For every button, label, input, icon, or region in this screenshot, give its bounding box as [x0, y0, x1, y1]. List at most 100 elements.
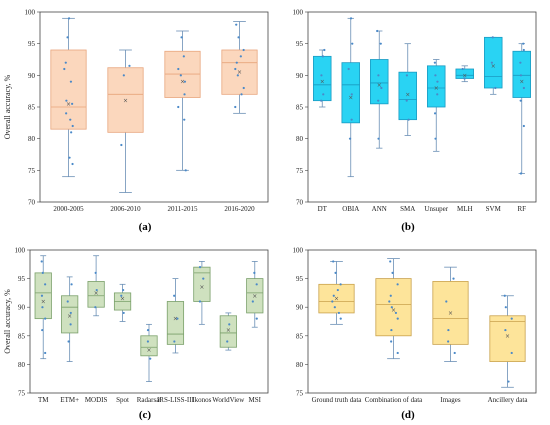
data-point: [396, 351, 399, 355]
x-tick-label: DT: [318, 205, 328, 213]
data-point: [377, 137, 380, 140]
data-point: [122, 74, 125, 77]
data-point: [519, 74, 523, 77]
data-point: [242, 48, 245, 52]
data-point: [336, 288, 339, 292]
y-tick-label: 80: [296, 135, 304, 143]
data-point: [332, 260, 335, 263]
data-point: [202, 277, 205, 280]
x-tick-label: Ikonos: [192, 396, 211, 404]
panel-d: 75 80 85 90 95 100 × Ground truth data × Combinat…: [293, 247, 537, 421]
data-point: [173, 294, 176, 297]
box-iqr: [512, 50, 531, 98]
data-point: [434, 137, 437, 140]
data-point: [522, 42, 525, 45]
data-point: [407, 118, 410, 121]
data-point: [389, 294, 392, 297]
data-point: [94, 306, 97, 309]
data-point: [66, 36, 69, 39]
mean-marker: ×: [434, 85, 439, 92]
x-tick-label: ETM+: [60, 396, 79, 404]
data-point: [504, 328, 507, 332]
panel-a: 70 75 80 85 90 95 100 Overall accuracy, % × 2000-…: [3, 9, 269, 233]
data-point: [351, 42, 354, 45]
data-point: [519, 61, 522, 64]
mean-marker: ×: [491, 63, 496, 70]
y-tick-label: 90: [296, 72, 304, 80]
mean-marker: ×: [226, 327, 231, 334]
mean-marker: ×: [123, 98, 128, 105]
box-unsuper: ×: [427, 59, 446, 152]
y-tick-label: 85: [28, 104, 36, 112]
data-point: [234, 105, 237, 109]
y-tick-label: 80: [28, 135, 36, 143]
box-dt: ×: [313, 48, 332, 108]
data-point: [122, 311, 125, 315]
data-point: [70, 283, 73, 286]
data-point: [236, 74, 239, 77]
data-point: [40, 294, 44, 297]
data-point: [69, 311, 72, 315]
data-point: [445, 300, 448, 303]
mean-marker: ×: [462, 72, 467, 79]
data-point: [183, 80, 187, 83]
mean-marker: ×: [146, 347, 151, 354]
data-point: [504, 306, 507, 309]
x-tick-label: ANN: [372, 205, 387, 213]
data-point: [331, 300, 334, 303]
box-ground-truth-data: ×: [318, 260, 355, 325]
data-point: [68, 156, 71, 159]
data-point: [41, 306, 44, 309]
data-point: [67, 17, 71, 20]
mean-marker: ×: [252, 293, 257, 300]
data-point: [350, 118, 353, 121]
data-point: [122, 288, 125, 292]
box-worldview: ×: [219, 312, 237, 351]
data-point: [350, 93, 353, 96]
panel-label: (c): [139, 409, 152, 421]
box-iqr: [489, 315, 526, 362]
data-point: [320, 74, 323, 77]
box-iqr: [219, 315, 237, 348]
plot-frame: [307, 249, 537, 394]
data-point: [44, 283, 47, 286]
data-point: [389, 260, 392, 263]
data-point: [70, 131, 73, 134]
data-point: [453, 351, 456, 355]
x-tick-label: SMA: [400, 205, 415, 213]
data-point: [339, 283, 342, 286]
x-tick-label: 2011-2015: [167, 205, 198, 213]
data-point: [347, 67, 350, 71]
data-point: [323, 48, 326, 52]
box-iqr: [375, 278, 412, 337]
data-point: [433, 61, 436, 64]
box-iqr: [246, 278, 264, 314]
x-tick-label: RF: [517, 205, 526, 213]
y-tick-label: 90: [296, 304, 304, 312]
box-iqr: [370, 59, 389, 105]
panel-b: 70 75 80 85 90 95 100 × DT × OBIA × ANN × SMA × Unsuper ×…: [293, 9, 537, 233]
box-images: ×: [432, 266, 469, 362]
data-point: [65, 112, 68, 115]
mean-marker: ×: [448, 310, 453, 317]
y-tick-label: 85: [18, 332, 26, 340]
x-tick-label: TM: [38, 396, 49, 404]
data-point: [322, 93, 325, 96]
data-point: [522, 48, 525, 52]
box-irs-liss-iii: ×: [166, 278, 185, 354]
data-point: [333, 306, 336, 309]
data-point: [41, 328, 44, 332]
x-tick-label: Spot: [116, 396, 129, 404]
data-point: [235, 23, 238, 26]
box-2006-2010: ×: [107, 49, 144, 193]
box-iqr: [140, 335, 158, 357]
panel-label: (d): [401, 409, 415, 421]
y-axis-label: Overall accuracy, %: [3, 74, 12, 139]
data-point: [180, 36, 183, 39]
mean-marker: ×: [391, 307, 396, 314]
data-point: [71, 162, 74, 166]
box-ikonos: ×: [193, 261, 211, 325]
data-point: [436, 93, 439, 96]
y-tick-label: 75: [28, 167, 36, 175]
data-point: [377, 99, 380, 102]
